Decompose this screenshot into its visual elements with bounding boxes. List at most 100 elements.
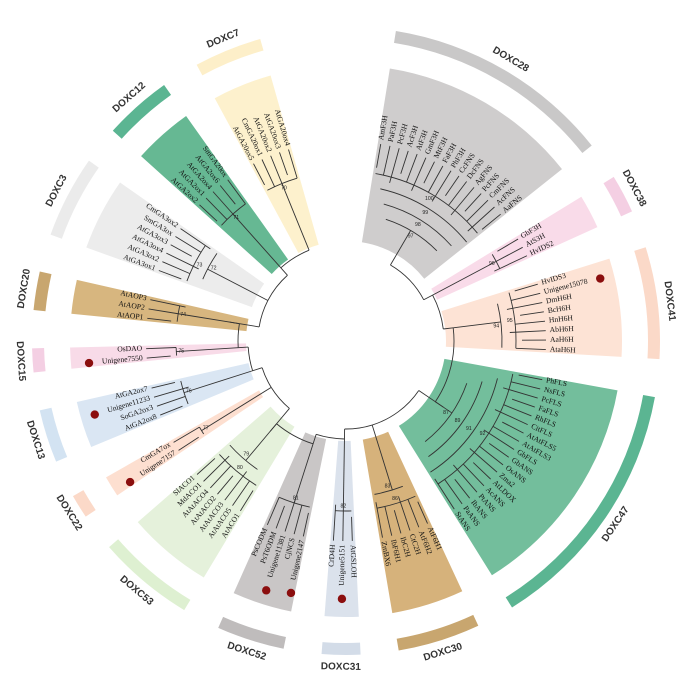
leaf-label: ZmBX6 <box>380 541 393 567</box>
leaf-branch <box>417 501 428 524</box>
bootstrap-value: 83 <box>385 484 391 490</box>
bootstrap-value: 79 <box>243 452 249 458</box>
clade-ring-doxc47 <box>505 395 655 608</box>
leaf-branch <box>279 152 288 176</box>
clade-arc <box>437 373 514 485</box>
leaf-branch <box>227 179 246 205</box>
bootstrap-value: 99 <box>422 210 428 216</box>
bootstrap-value: 91 <box>466 426 472 432</box>
bootstrap-value: 82 <box>341 503 347 509</box>
leaf-label: AtaH6H <box>550 344 577 354</box>
backbone-link <box>443 327 454 330</box>
tree-branches <box>146 143 547 541</box>
clade-arc <box>428 381 483 457</box>
leaf-label: AtAOP2 <box>118 299 146 312</box>
clade-arc <box>202 253 218 280</box>
leaf-label: Unigene5151 <box>337 545 347 586</box>
backbone-arc <box>276 423 314 445</box>
clade-arc <box>424 383 468 442</box>
leaf-branch <box>400 150 409 174</box>
clade-stem <box>232 213 282 269</box>
leaf-branch <box>180 228 211 250</box>
leaf-branch <box>384 506 393 536</box>
clade-rings <box>32 30 661 655</box>
bootstrap-value: 71 <box>233 215 239 221</box>
leaf-branch <box>261 159 275 187</box>
leaf-label: OsDAO <box>117 344 143 354</box>
clade-arc <box>497 303 503 348</box>
leaf-branch <box>293 505 303 535</box>
leaf-branch <box>151 381 176 389</box>
backbone-arc <box>258 300 269 327</box>
leaf-branch <box>288 149 298 179</box>
clade-ring-doxc53 <box>109 539 191 611</box>
leaf-branch <box>511 398 535 408</box>
clade-sectors <box>70 68 622 617</box>
leaf-branch <box>481 213 501 230</box>
bootstrap-value: 87 <box>443 410 449 416</box>
leaf-branch <box>510 381 541 390</box>
clade-sector-doxc41 <box>441 258 622 357</box>
backbone-arc <box>247 347 254 371</box>
clade-ring-doxc31 <box>321 642 361 655</box>
clade-ring-doxc41 <box>634 247 661 360</box>
clade-sector-doxc31 <box>324 440 359 617</box>
clade-arc <box>383 203 452 247</box>
leaf-branch <box>219 185 236 205</box>
leaf-branch <box>162 261 191 275</box>
leaf-label: AtAOP1 <box>116 310 144 322</box>
leaf-branch <box>466 199 489 222</box>
leaf-branch <box>147 317 172 322</box>
clade-ring-doxc3 <box>50 160 99 239</box>
clade-stem <box>453 321 501 329</box>
clade-label-doxc20: DOXC20 <box>16 268 33 310</box>
leaf-branch <box>240 490 254 512</box>
clade-arc <box>374 485 403 495</box>
clade-stem <box>281 183 306 242</box>
clade-arc <box>385 218 438 252</box>
bootstrap-value: 92 <box>480 431 486 437</box>
highlight-dot <box>262 586 271 595</box>
clade-stem <box>245 431 271 461</box>
bootstrap-value: 94 <box>493 323 499 329</box>
leaf-branch <box>393 510 402 534</box>
backbone-arc <box>280 249 310 269</box>
clade-stem <box>176 347 239 352</box>
leaf-branch <box>503 404 532 417</box>
leaf-branch <box>178 436 199 451</box>
leaf-branch <box>520 311 544 316</box>
leaf-label: AmF3H <box>376 114 389 141</box>
backbone-link <box>280 267 288 276</box>
clade-sector-doxc15 <box>70 343 247 369</box>
highlight-dot <box>337 594 347 604</box>
leaf-branch <box>502 421 524 434</box>
clade-arc <box>491 254 501 269</box>
leaf-branch <box>382 145 391 176</box>
clade-sector-doxc52 <box>233 432 327 612</box>
highlight-dot <box>286 588 296 598</box>
highlight-dot <box>596 274 605 283</box>
bootstrap-value: 100 <box>425 196 434 202</box>
bootstrap-value: 76 <box>186 388 192 394</box>
leaf-branch <box>462 463 485 487</box>
clade-sector-doxc7 <box>214 75 319 254</box>
leaf-branch <box>146 347 177 350</box>
bootstrap-value: 96 <box>489 261 495 267</box>
bootstrap-value: 70 <box>281 186 287 192</box>
leaf-branch <box>232 480 250 506</box>
backbone-link <box>423 294 433 301</box>
leaf-branch <box>497 238 519 252</box>
highlight-dot <box>125 477 135 487</box>
clade-arc <box>267 177 298 191</box>
bootstrap-value: 80 <box>237 465 243 471</box>
backbone-arc <box>270 387 290 409</box>
leaf-label: BcH6H <box>547 303 572 315</box>
clade-arc <box>199 426 205 435</box>
clade-sector-doxc47 <box>398 358 618 576</box>
leaf-branch <box>444 479 463 505</box>
clade-arc <box>219 454 257 486</box>
leaf-branch <box>518 374 543 381</box>
leaf-branch <box>472 462 491 480</box>
clade-ring-doxc28 <box>393 30 592 154</box>
